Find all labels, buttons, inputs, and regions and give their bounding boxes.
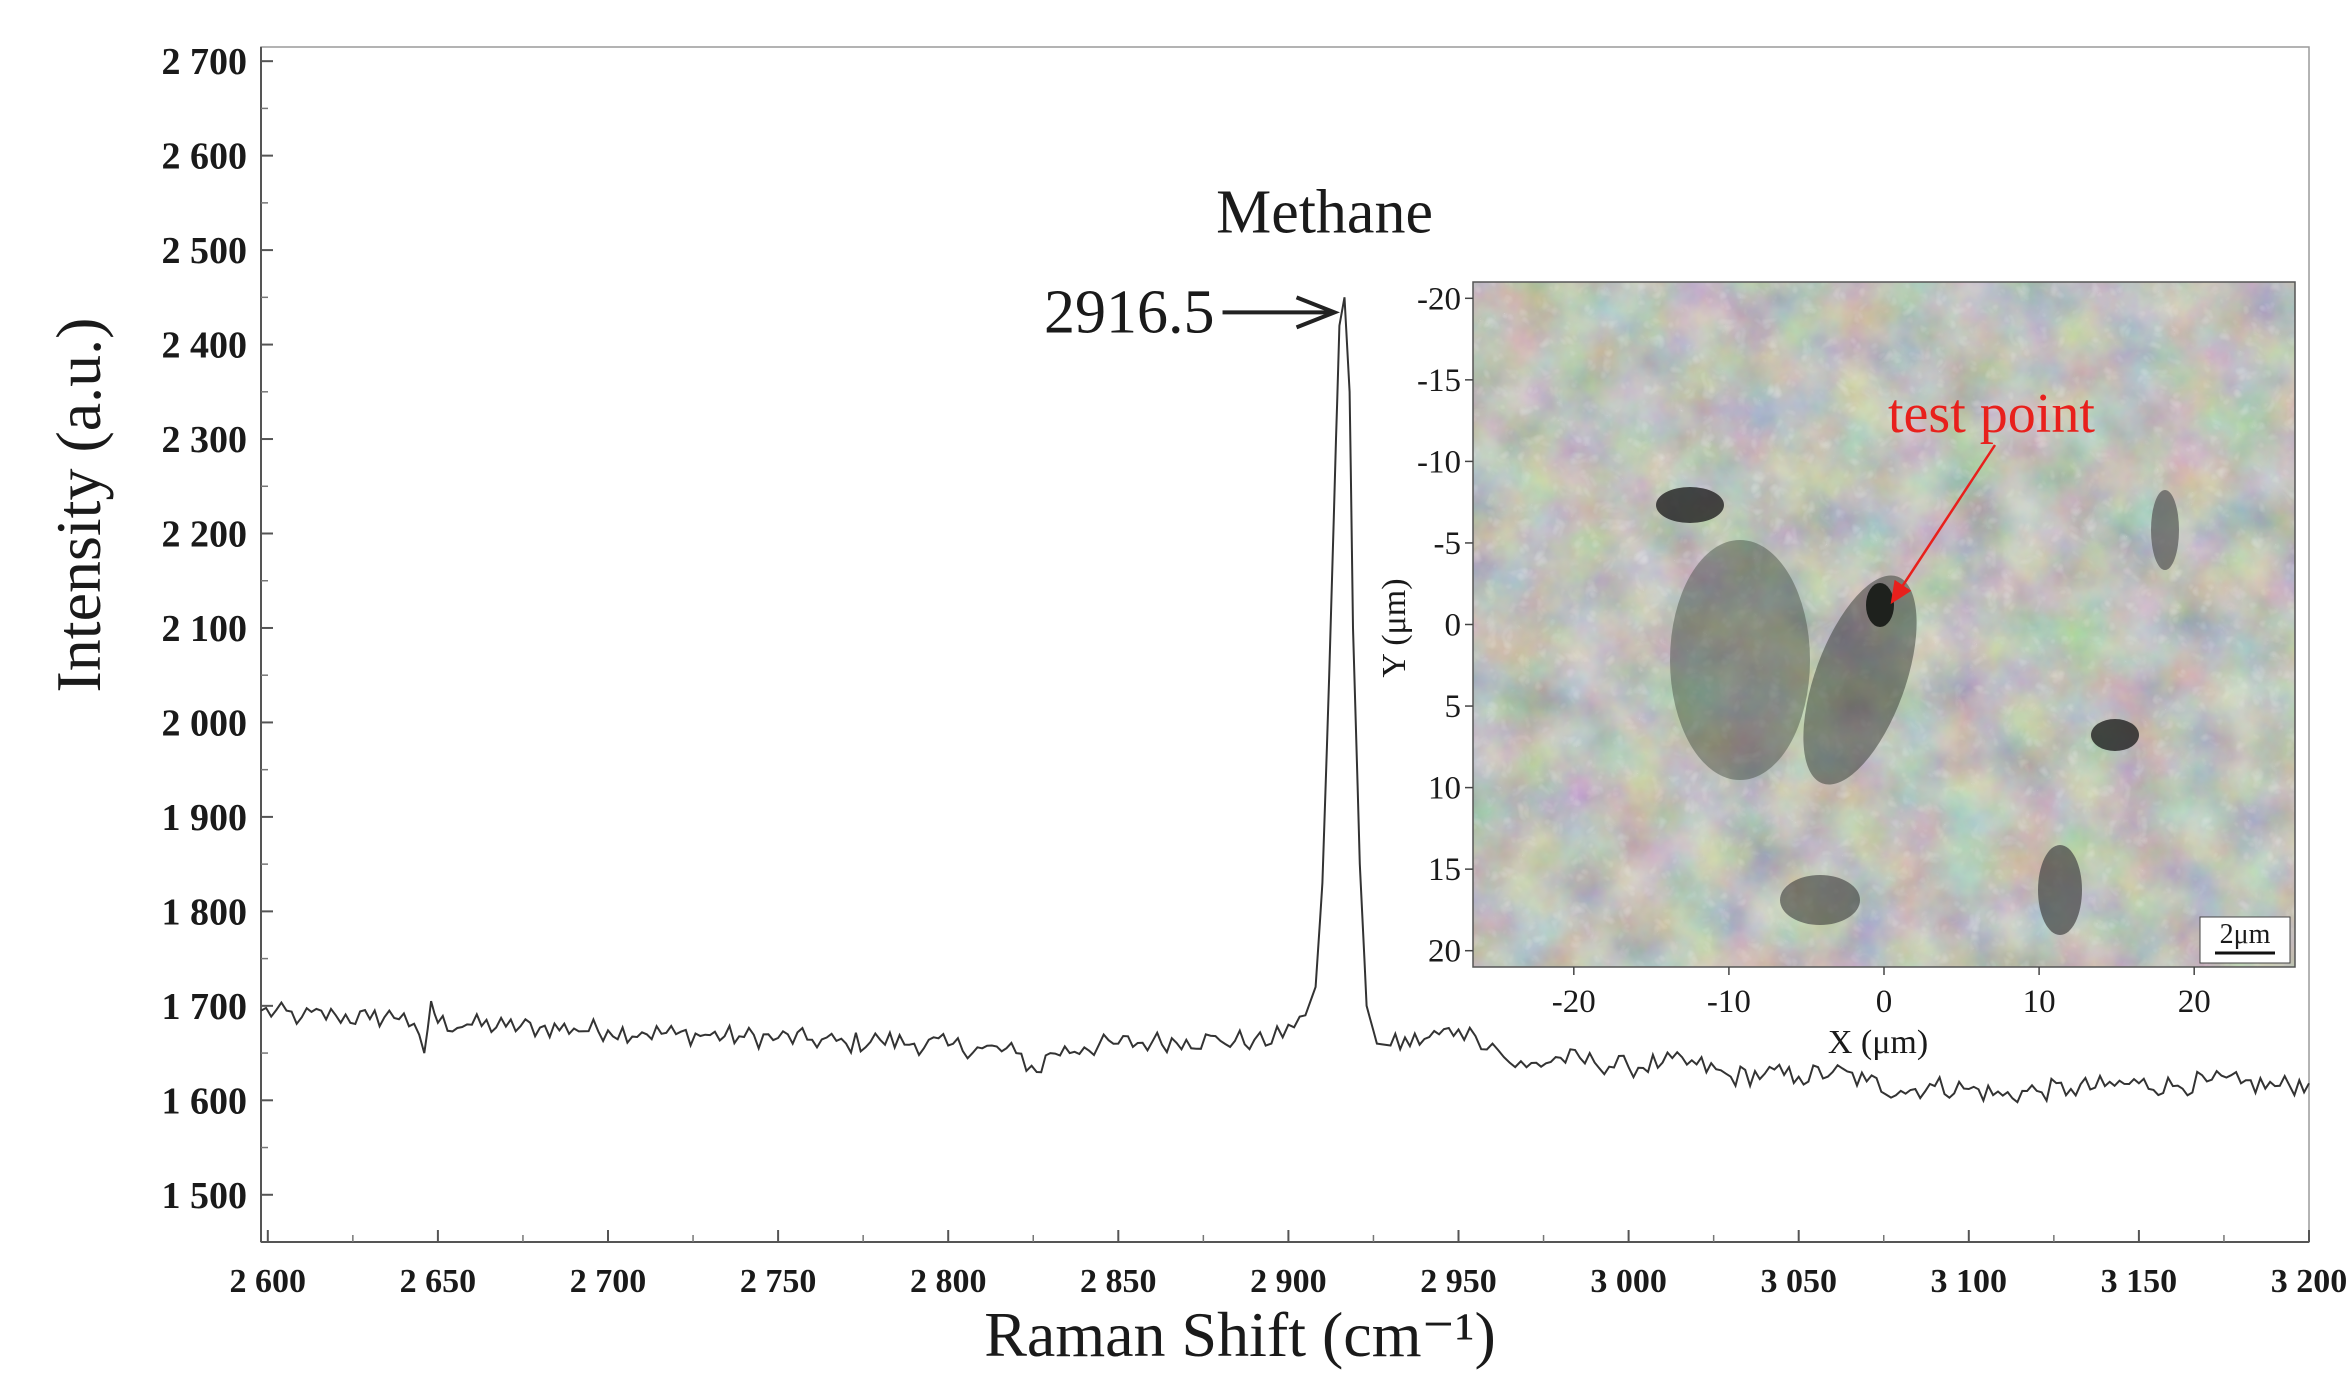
y-axis-title: Intensity (a.u.) <box>43 318 114 693</box>
peak-position-label: 2916.5 <box>1044 278 1215 346</box>
inset-y-tick-label: -20 <box>1417 281 1461 317</box>
inset-micrograph: -20 -10 0 10 20 -20 -15 -10 -5 0 5 10 15 20 X (μm) Y… <box>1376 281 2296 1061</box>
inclusion <box>1780 875 1860 925</box>
inset-y-tick-label: 0 <box>1445 608 1462 644</box>
x-tick-label: 2 950 <box>1420 1263 1497 1300</box>
y-tick-label: 1 700 <box>162 986 248 1028</box>
inset-y-tick-label: 10 <box>1428 771 1461 807</box>
mineral-grain <box>1670 540 1810 780</box>
x-tick-label: 3 050 <box>1760 1263 1837 1300</box>
inset-y-tick-label: -10 <box>1417 444 1461 480</box>
mineral-grain <box>1803 575 1917 785</box>
x-tick-label: 2 850 <box>1080 1263 1157 1300</box>
y-tick-label: 2 200 <box>162 514 248 556</box>
y-tick-label: 1 600 <box>162 1080 248 1122</box>
inset-x-tick-label: -20 <box>1552 984 1596 1020</box>
inset-x-tick-label: -10 <box>1707 984 1751 1020</box>
inset-y-tick-label: 20 <box>1428 934 1461 970</box>
scale-bar-label: 2μm <box>2220 919 2271 950</box>
peak-arrow-head <box>1295 295 1340 330</box>
x-tick-label: 3 100 <box>1931 1263 2008 1300</box>
inclusion <box>2151 490 2179 570</box>
x-axis-ticks: 2 600 2 650 2 700 2 750 2 800 2 850 2 900 2 950… <box>230 1230 2348 1300</box>
y-tick-label: 2 500 <box>162 230 248 272</box>
y-tick-label: 2 300 <box>162 419 248 461</box>
peak-arrow <box>1222 295 1340 330</box>
spectrum-line <box>260 297 2310 1104</box>
peak-compound-label: Methane <box>1216 178 1433 246</box>
y-tick-label: 1 800 <box>162 891 248 933</box>
inset-y-tick-label: -5 <box>1434 526 1462 562</box>
x-tick-label: 2 600 <box>230 1263 307 1300</box>
inset-x-tick-label: 0 <box>1876 984 1893 1020</box>
y-tick-label: 2 100 <box>162 608 248 650</box>
inset-y-title: Y (μm) <box>1376 578 1413 677</box>
inclusion <box>2091 719 2139 751</box>
x-tick-label: 2 800 <box>910 1263 987 1300</box>
inclusion <box>1656 487 1724 523</box>
y-tick-label: 2 700 <box>162 41 248 83</box>
inset-y-ticks: -20 -15 -10 -5 0 5 10 15 20 <box>1417 281 1473 970</box>
scale-bar-box <box>2199 916 2291 964</box>
inset-y-tick-label: -15 <box>1417 363 1461 399</box>
inset-x-ticks: -20 -10 0 10 20 <box>1552 967 2211 1020</box>
y-tick-label: 2 600 <box>162 136 248 178</box>
inset-x-title: X (μm) <box>1828 1024 1928 1061</box>
y-tick-label: 2 400 <box>162 325 248 367</box>
y-axis-ticks: 1 500 1 600 1 700 1 800 1 900 2 000 2 100 2 200… <box>162 41 273 1217</box>
inset-y-tick-label: 5 <box>1445 689 1462 725</box>
y-tick-label: 1 900 <box>162 797 248 839</box>
y-tick-label: 2 000 <box>162 702 248 744</box>
x-tick-label: 2 750 <box>740 1263 817 1300</box>
test-point-label: test point <box>1888 383 2095 445</box>
x-tick-label: 2 700 <box>570 1263 647 1300</box>
inclusion <box>2038 845 2082 935</box>
inset-y-tick-label: 15 <box>1428 852 1461 888</box>
x-axis-title: Raman Shift (cm⁻¹) <box>984 1299 1496 1370</box>
x-tick-label: 3 200 <box>2271 1263 2348 1300</box>
inclusion <box>1866 583 1894 627</box>
x-tick-label: 3 000 <box>1590 1263 1667 1300</box>
y-tick-label: 1 500 <box>162 1175 248 1217</box>
x-tick-label: 2 650 <box>400 1263 477 1300</box>
test-point-arrow <box>1890 444 1997 605</box>
inset-x-tick-label: 10 <box>2023 984 2056 1020</box>
x-tick-label: 2 900 <box>1250 1263 1327 1300</box>
x-tick-label: 3 150 <box>2101 1263 2178 1300</box>
inset-x-tick-label: 20 <box>2178 984 2211 1020</box>
